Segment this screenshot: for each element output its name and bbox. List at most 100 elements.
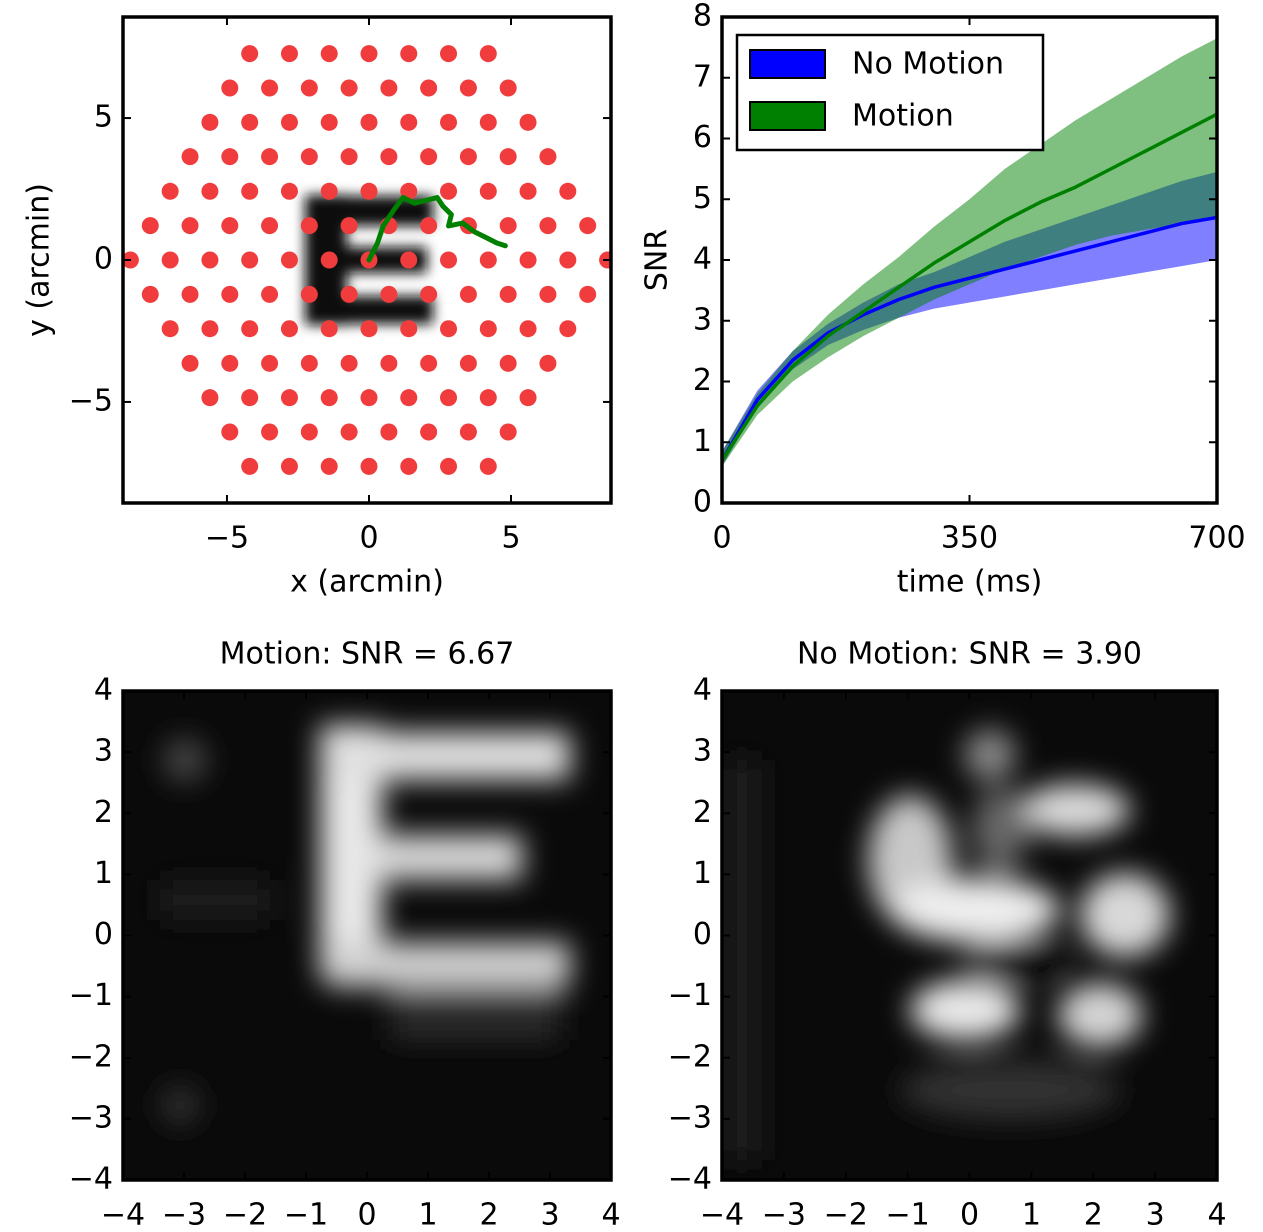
cone-dot	[281, 389, 298, 406]
cone-dot	[341, 355, 358, 372]
cone-dot	[539, 217, 556, 234]
y-tick-label: 4	[693, 242, 712, 277]
y-tick-label: 6	[693, 120, 712, 155]
x-tick-label: 350	[941, 521, 998, 556]
legend-label: Motion	[852, 99, 954, 134]
cone-dot	[400, 252, 417, 269]
cone-dot	[480, 458, 497, 475]
cone-dot	[520, 183, 537, 200]
cone-dot	[221, 79, 238, 96]
cone-dot	[182, 148, 199, 165]
y-tick-label: 3	[94, 734, 113, 769]
cone-dot	[281, 320, 298, 337]
y-tick-label: −2	[668, 1039, 712, 1074]
cone-dot	[440, 458, 457, 475]
cone-dot	[460, 148, 477, 165]
cone-dot	[241, 252, 258, 269]
cone-dot	[360, 183, 377, 200]
x-tick-label: 0	[712, 521, 731, 556]
cone-dot	[360, 320, 377, 337]
y-tick-label: 8	[693, 0, 712, 34]
cone-dot	[420, 286, 437, 303]
y-tick-label: −5	[69, 383, 113, 418]
cone-dot	[321, 389, 338, 406]
x-tick-label: 2	[1084, 1198, 1103, 1232]
cone-dot	[221, 355, 238, 372]
cone-dot	[420, 148, 437, 165]
cone-dot	[301, 286, 318, 303]
cone-dot	[261, 79, 278, 96]
cone-dot	[142, 286, 159, 303]
cone-dot	[539, 355, 556, 372]
cone-dot	[500, 79, 517, 96]
cone-dot	[201, 320, 218, 337]
legend-label: No Motion	[852, 47, 1004, 82]
cone-dot	[281, 252, 298, 269]
cone-dot	[261, 217, 278, 234]
cone-dot	[500, 424, 517, 441]
cone-dot	[241, 45, 258, 62]
cone-dot	[440, 389, 457, 406]
cone-dot	[520, 114, 537, 131]
x-tick-label: 4	[601, 1198, 620, 1232]
y-tick-label: −2	[69, 1039, 113, 1074]
cone-dot	[321, 183, 338, 200]
plot-area	[122, 45, 616, 475]
cone-dot	[182, 286, 199, 303]
x-tick-label: −1	[284, 1198, 328, 1232]
chart-title: Motion: SNR = 6.67	[220, 637, 515, 672]
cone-dot	[520, 252, 537, 269]
cone-dot	[281, 45, 298, 62]
y-tick-label: −4	[668, 1162, 712, 1197]
y-tick-label: 0	[94, 917, 113, 952]
cone-dot	[420, 217, 437, 234]
x-tick-label: 5	[501, 521, 520, 556]
cone-dot	[321, 114, 338, 131]
y-axis-label: y (arcmin)	[22, 183, 57, 337]
cone-dot	[480, 114, 497, 131]
decoded-image-no-motion	[722, 691, 1217, 1180]
cone-dot	[420, 79, 437, 96]
cone-dot	[360, 45, 377, 62]
cone-dot	[182, 355, 199, 372]
legend-swatch	[750, 102, 825, 130]
cone-dot	[460, 286, 477, 303]
cone-dot	[261, 355, 278, 372]
cone-dot	[301, 217, 318, 234]
y-tick-label: −4	[69, 1162, 113, 1197]
x-tick-label: 1	[418, 1198, 437, 1232]
cone-dot	[261, 148, 278, 165]
y-tick-label: −1	[69, 978, 113, 1013]
cone-dot	[400, 114, 417, 131]
cone-dot	[360, 458, 377, 475]
cone-dot	[301, 424, 318, 441]
cone-dot	[142, 217, 159, 234]
cone-dot	[241, 183, 258, 200]
cone-dot	[162, 183, 179, 200]
cone-dot	[341, 217, 358, 234]
y-tick-label: 2	[693, 363, 712, 398]
cone-dot	[321, 458, 338, 475]
cone-dot	[500, 355, 517, 372]
cone-dot	[182, 217, 199, 234]
x-tick-label: −4	[700, 1198, 744, 1232]
cone-dot	[400, 45, 417, 62]
x-tick-label: −2	[223, 1198, 267, 1232]
x-axis-label: x (arcmin)	[290, 565, 444, 600]
cone-dot	[201, 389, 218, 406]
y-axis-label: SNR	[640, 229, 675, 291]
y-tick-label: −3	[69, 1100, 113, 1135]
x-tick-label: 1	[1022, 1198, 1041, 1232]
cone-dot	[520, 320, 537, 337]
x-tick-label: −2	[824, 1198, 868, 1232]
cone-dot	[261, 424, 278, 441]
cone-dot	[341, 148, 358, 165]
cone-dot	[480, 389, 497, 406]
cone-dot	[281, 458, 298, 475]
x-tick-label: 0	[960, 1198, 979, 1232]
cone-dot	[201, 114, 218, 131]
cone-dot	[400, 389, 417, 406]
x-tick-label: 3	[540, 1198, 559, 1232]
cone-dot	[321, 45, 338, 62]
cone-dot	[460, 79, 477, 96]
